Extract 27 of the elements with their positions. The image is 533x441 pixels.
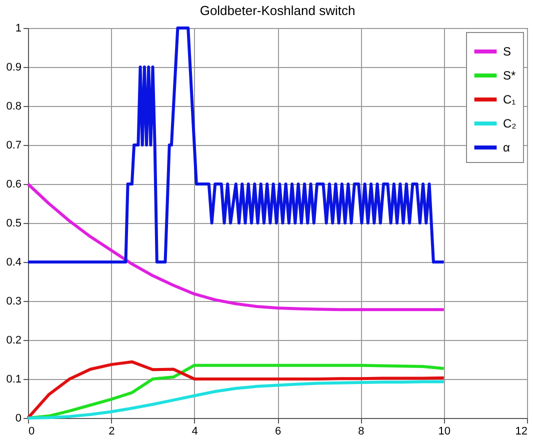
line-series (26, 380, 446, 420)
y-tick-label: 0.2 (6, 334, 22, 346)
legend-label: S* (503, 68, 516, 82)
y-tick-label: 0.4 (6, 256, 22, 268)
legend-label: α (503, 140, 510, 154)
x-tick-label: 4 (192, 426, 198, 438)
y-tick-label: 0.5 (6, 218, 22, 230)
legend-label: C₂ (503, 116, 517, 130)
legend-label: C₁ (503, 92, 516, 106)
y-tick-label: 0.1 (6, 374, 22, 386)
x-tick-label: 0 (28, 426, 35, 438)
x-tick-label: 6 (274, 426, 282, 438)
line-series (26, 26, 446, 264)
y-tick-label: 0 (15, 412, 22, 424)
y-tick-label: 0.7 (6, 140, 22, 152)
chart-title: Goldbeter-Koshland switch (200, 3, 356, 18)
x-tick-label: 12 (515, 426, 528, 438)
x-tick-label: 10 (438, 426, 450, 438)
y-tick-label: 1 (15, 22, 22, 34)
line-series (26, 182, 446, 312)
legend-label: S (503, 44, 512, 58)
x-tick-label: 2 (108, 426, 115, 438)
y-tick-label: 0.8 (6, 100, 22, 112)
x-tick-label: 8 (358, 426, 364, 438)
y-tick-label: 0.3 (6, 296, 22, 308)
y-tick-label: 0.9 (6, 62, 22, 74)
y-tick-label: 0.6 (6, 178, 22, 190)
